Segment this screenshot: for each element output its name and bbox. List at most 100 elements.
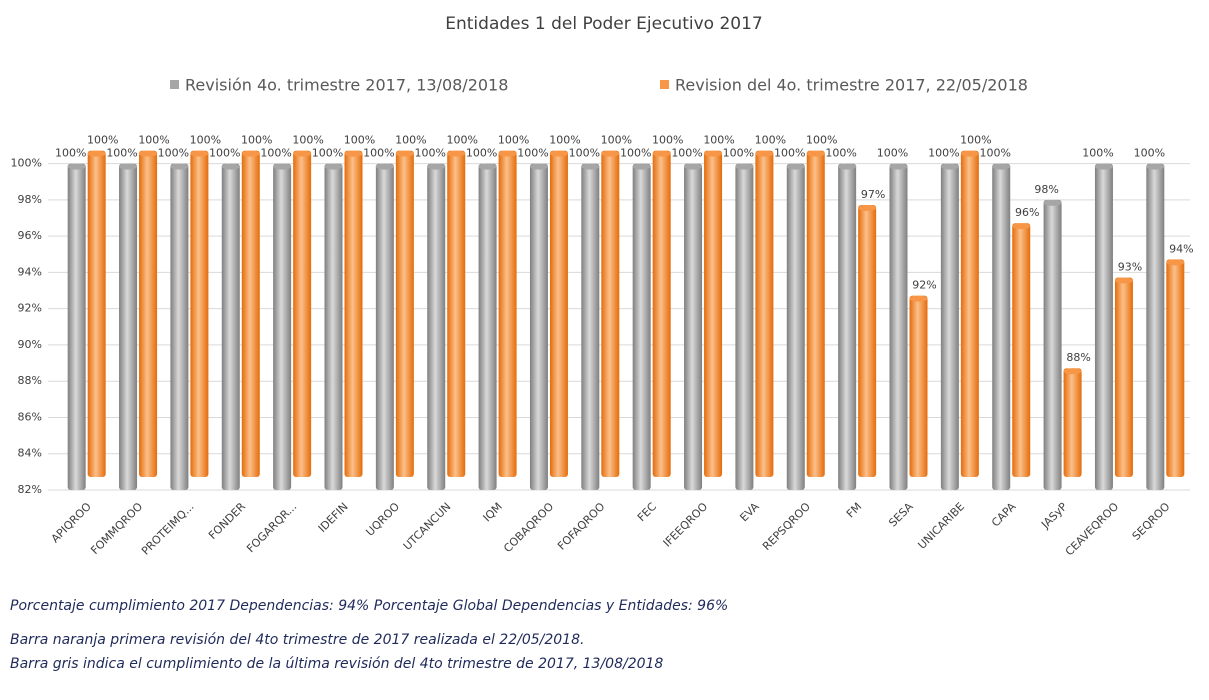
data-label: 100% — [703, 134, 734, 147]
x-tick-label: FOFAQROO — [555, 500, 608, 553]
legend-label: Revision del 4o. trimestre 2017, 22/05/2… — [675, 76, 1028, 95]
data-label: 100% — [774, 147, 805, 160]
data-label: 100% — [620, 147, 651, 160]
y-tick-label: 90% — [18, 338, 42, 351]
data-label: 100% — [447, 134, 478, 147]
data-label: 100% — [344, 134, 375, 147]
y-tick-label: 96% — [18, 229, 42, 242]
y-tick-label: 92% — [18, 302, 42, 315]
bar — [581, 163, 600, 490]
bar — [447, 150, 466, 477]
data-label: 97% — [861, 188, 885, 201]
x-tick-label: PROTEIMQ... — [139, 500, 197, 558]
bar — [119, 163, 138, 490]
data-label: 100% — [87, 134, 118, 147]
x-tick-label: IQM — [481, 500, 505, 524]
data-label: 100% — [877, 147, 908, 160]
bar — [960, 150, 979, 477]
bar — [992, 163, 1011, 490]
data-label: 100% — [138, 134, 169, 147]
data-label: 100% — [517, 147, 548, 160]
data-label: 100% — [466, 147, 497, 160]
y-tick-label: 84% — [18, 447, 42, 460]
x-tick-label: IDEFIN — [316, 500, 351, 535]
x-tick-label: UTCANCUN — [401, 500, 454, 553]
data-label: 100% — [209, 147, 240, 160]
data-label: 100% — [158, 147, 189, 160]
bar — [529, 163, 548, 490]
data-label: 100% — [106, 147, 137, 160]
y-tick-label: 82% — [18, 483, 42, 496]
bar — [652, 150, 671, 477]
data-label: 100% — [960, 134, 991, 147]
data-label: 100% — [652, 134, 683, 147]
note: Porcentaje cumplimiento 2017 Dependencia… — [10, 598, 729, 614]
data-label: 98% — [1034, 183, 1058, 196]
x-tick-label: COBAQROO — [501, 500, 556, 555]
y-tick-label: 94% — [18, 265, 42, 278]
note: Barra gris indica el cumplimiento de la … — [10, 656, 664, 672]
bar — [395, 150, 414, 477]
x-tick-label: APIQROO — [49, 500, 95, 546]
bar — [1166, 259, 1185, 477]
x-tick-label: FONDER — [206, 500, 248, 542]
data-label: 100% — [55, 147, 86, 160]
bar — [221, 163, 240, 490]
bar — [735, 163, 754, 490]
x-tick-label: UNICARIBE — [915, 500, 967, 552]
data-label: 100% — [671, 147, 702, 160]
y-tick-label: 88% — [18, 374, 42, 387]
legend-swatch — [170, 80, 179, 89]
bar — [806, 150, 825, 477]
data-label: 92% — [912, 279, 936, 292]
x-tick-label: FEC — [635, 500, 659, 524]
x-tick-label: UQROO — [363, 500, 402, 539]
bar — [375, 163, 394, 490]
bar — [601, 150, 620, 477]
bar — [478, 163, 497, 490]
bar — [1114, 277, 1133, 477]
bar — [498, 150, 517, 477]
x-tick-label: SEQROO — [1130, 500, 1173, 543]
bar — [549, 150, 568, 477]
bar — [67, 163, 86, 490]
data-label: 96% — [1015, 206, 1039, 219]
bar — [1012, 223, 1031, 477]
data-label: 100% — [825, 147, 856, 160]
note: Barra naranja primera revisión del 4to t… — [10, 632, 585, 648]
data-label: 100% — [415, 147, 446, 160]
bar — [190, 150, 209, 477]
bar — [838, 163, 857, 490]
data-label: 100% — [498, 134, 529, 147]
bar — [170, 163, 189, 490]
data-label: 100% — [363, 147, 394, 160]
bar — [684, 163, 703, 490]
bar — [1146, 163, 1165, 490]
bar — [889, 163, 908, 490]
data-label: 100% — [928, 147, 959, 160]
y-tick-label: 100% — [11, 157, 42, 170]
data-label: 100% — [980, 147, 1011, 160]
data-label: 100% — [292, 134, 323, 147]
bar — [1043, 199, 1062, 491]
data-label: 88% — [1066, 351, 1090, 364]
data-label: 100% — [1134, 147, 1165, 160]
bar — [704, 150, 723, 477]
data-label: 100% — [241, 134, 272, 147]
data-label: 100% — [806, 134, 837, 147]
legend-label: Revisión 4o. trimestre 2017, 13/08/2018 — [185, 76, 508, 95]
data-label: 100% — [569, 147, 600, 160]
x-tick-label: CAPA — [989, 500, 1019, 530]
bar — [139, 150, 158, 477]
x-tick-label: IFEEQROO — [661, 500, 711, 550]
bar — [293, 150, 312, 477]
y-tick-label: 98% — [18, 193, 42, 206]
bar — [273, 163, 292, 490]
x-tick-label: SESA — [886, 500, 916, 530]
data-label: 100% — [395, 134, 426, 147]
bar — [87, 150, 106, 477]
bar — [858, 204, 877, 477]
data-label: 94% — [1169, 242, 1193, 255]
